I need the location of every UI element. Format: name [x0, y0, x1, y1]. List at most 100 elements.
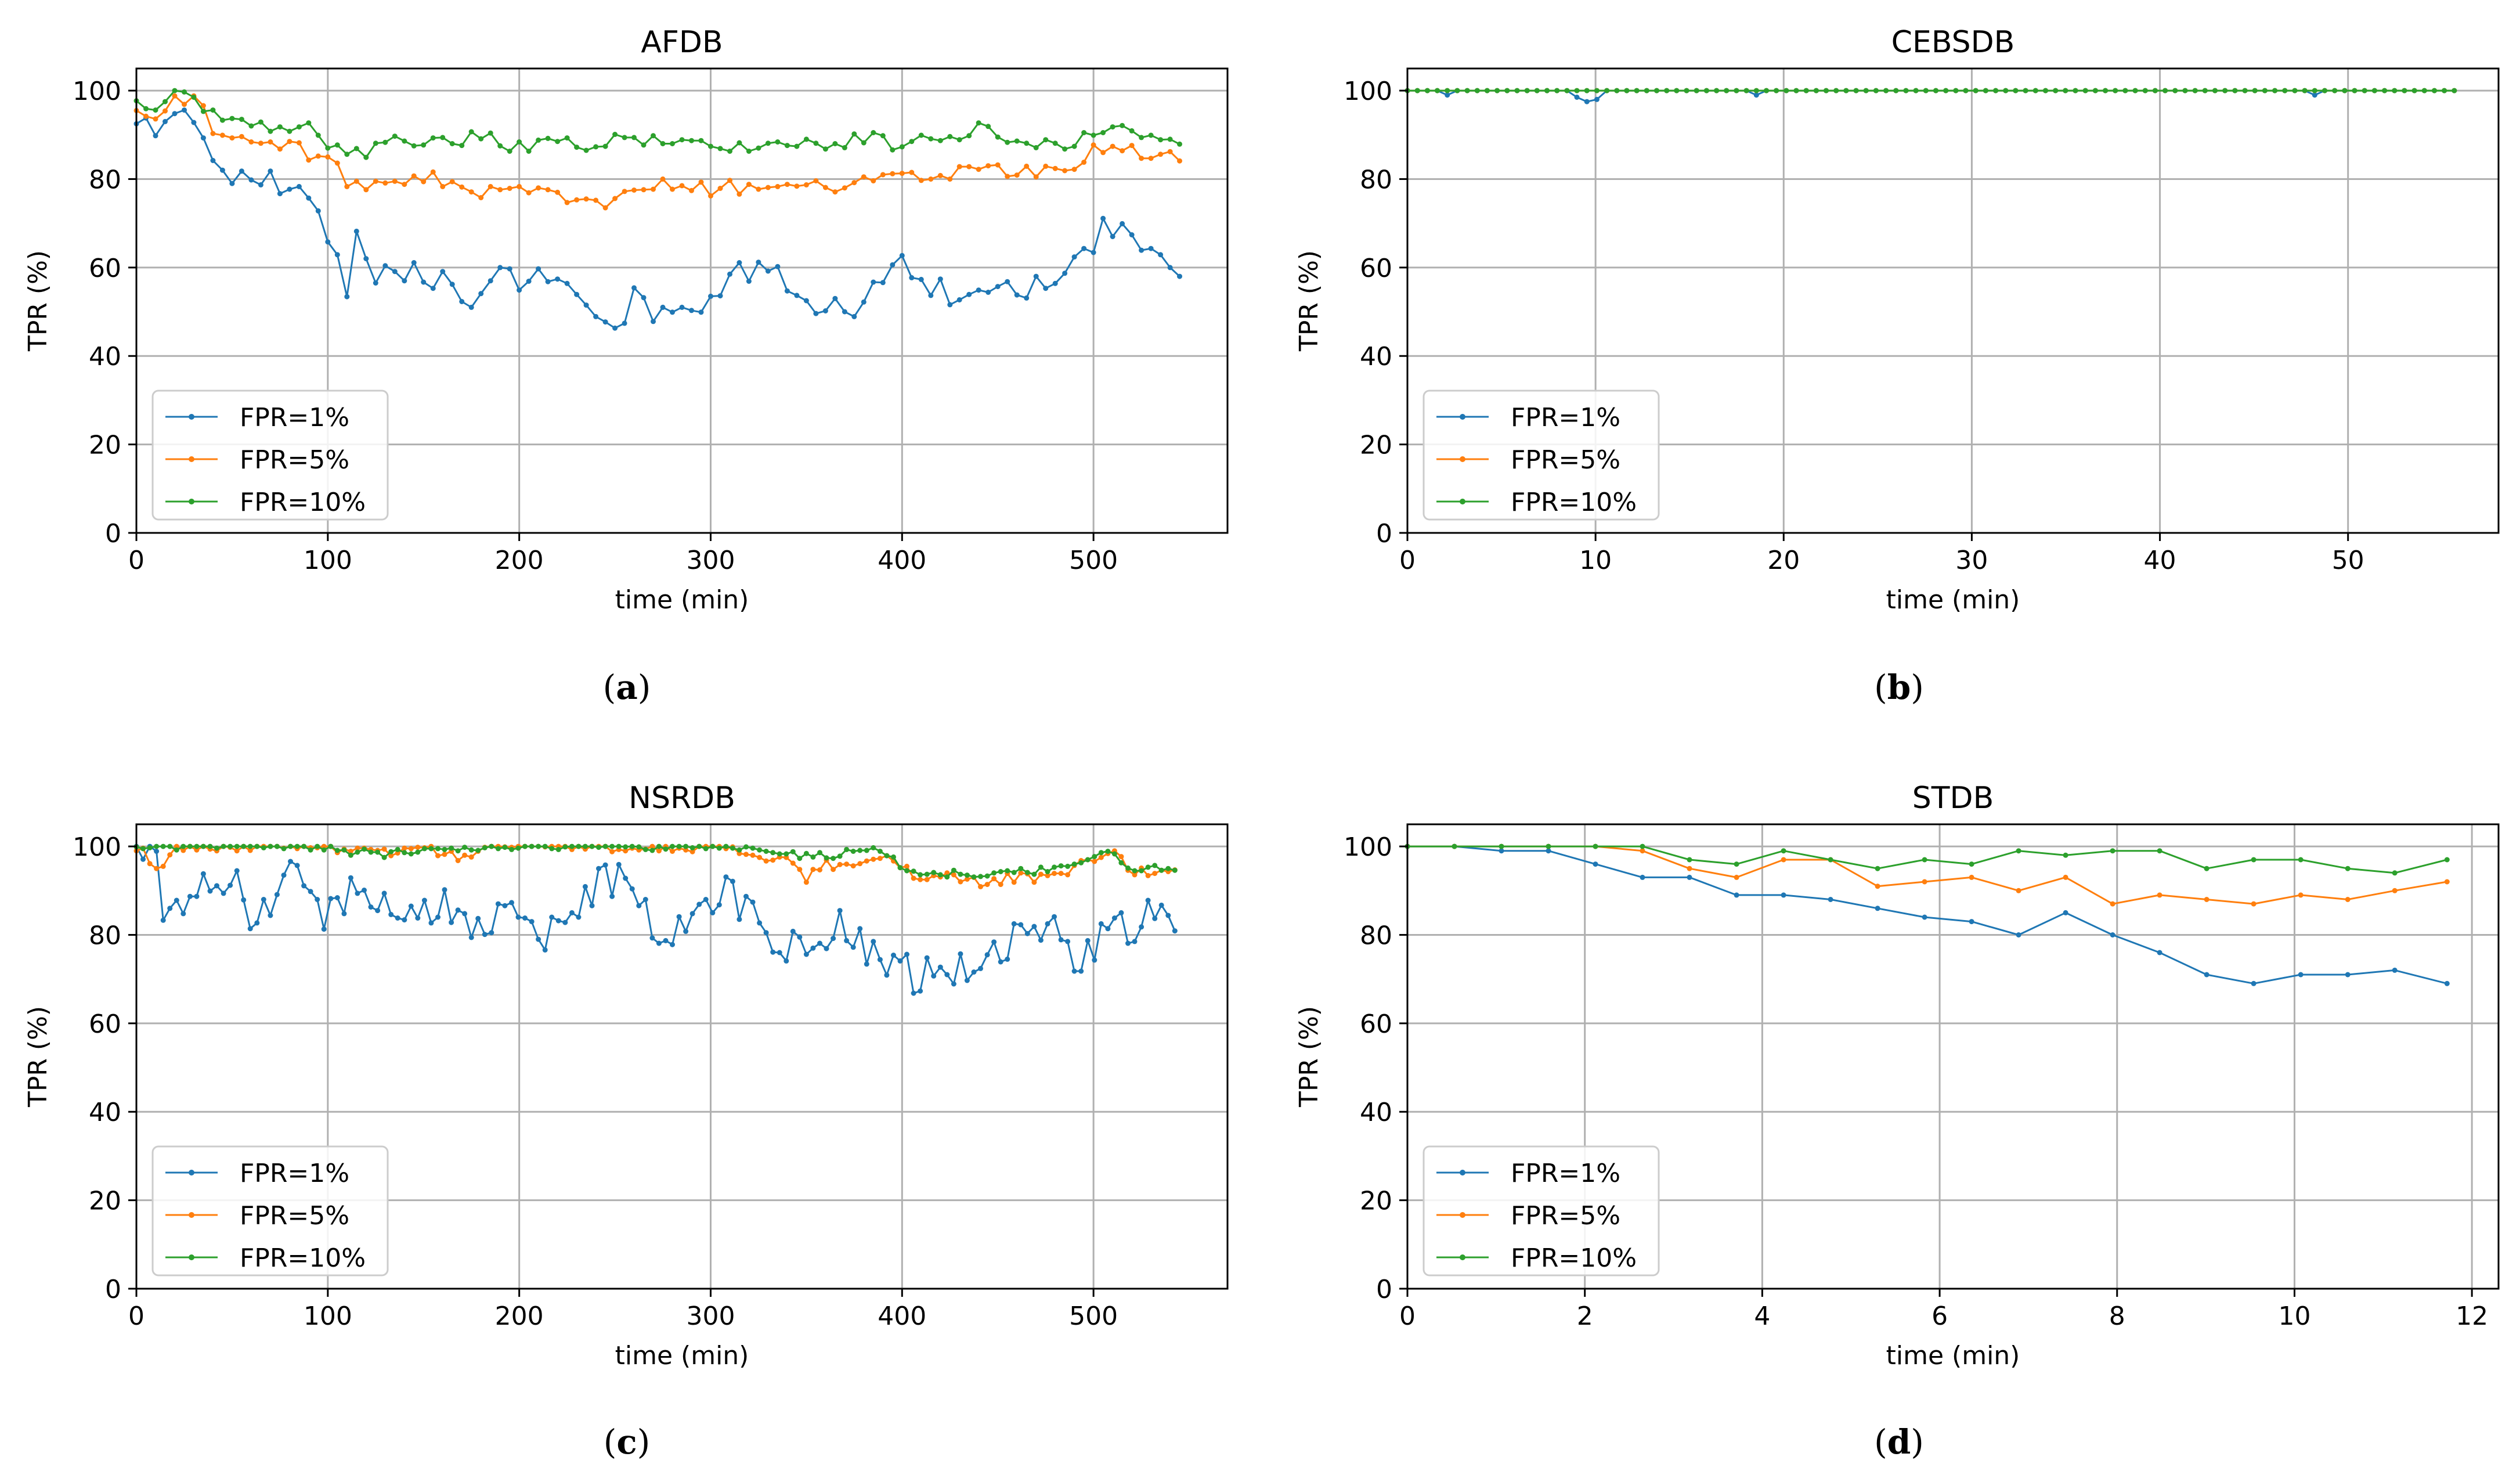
afdb-data-point — [822, 308, 828, 313]
nsrdb-data-point — [670, 849, 675, 854]
afdb-data-point — [1024, 163, 1030, 169]
nsrdb-data-point — [421, 846, 427, 852]
cebsdb-data-point — [1474, 88, 1480, 93]
afdb-data-point — [1071, 167, 1077, 172]
afdb-data-point — [182, 89, 187, 95]
nsrdb-data-point — [1098, 854, 1104, 860]
afdb-data-point — [1043, 286, 1049, 291]
afdb-data-point — [622, 135, 627, 140]
nsrdb-data-point — [730, 845, 735, 851]
nsrdb-data-point — [991, 939, 997, 945]
nsrdb-data-point — [1052, 871, 1057, 877]
subcaption-b: (b) — [1874, 668, 1924, 707]
cebsdb-legend-marker — [1460, 499, 1465, 504]
nsrdb-y-tick-label: 100 — [73, 832, 121, 862]
afdb-data-point — [239, 168, 244, 174]
afdb-data-point — [191, 95, 197, 100]
afdb-data-point — [382, 139, 388, 145]
afdb-data-point — [258, 119, 263, 125]
stdb-data-point — [2063, 874, 2068, 880]
nsrdb-data-point — [1111, 915, 1117, 921]
nsrdb-data-point — [884, 972, 890, 978]
afdb-data-point — [947, 176, 953, 182]
cebsdb-y-tick-label: 100 — [1344, 77, 1392, 106]
stdb-data-point — [1499, 843, 1504, 849]
nsrdb-data-point — [790, 860, 796, 866]
afdb-data-point — [880, 133, 886, 139]
nsrdb-data-point — [757, 847, 763, 853]
afdb-data-point — [1052, 280, 1058, 286]
nsrdb-data-point — [1158, 902, 1164, 908]
cebsdb-data-point — [1873, 88, 1879, 93]
afdb-data-point — [402, 138, 407, 144]
afdb-data-point — [1033, 145, 1039, 150]
stdb-data-point — [2345, 866, 2351, 871]
nsrdb-data-point — [757, 854, 763, 860]
afdb-data-point — [1081, 246, 1087, 251]
nsrdb-data-point — [978, 884, 983, 889]
stdb-data-point — [2157, 892, 2162, 898]
nsrdb-data-point — [623, 875, 629, 881]
afdb-data-point — [296, 124, 302, 130]
afdb-data-point — [717, 186, 723, 191]
nsrdb-data-point — [375, 849, 381, 855]
afdb-data-point — [909, 139, 915, 145]
nsrdb-data-point — [670, 942, 675, 947]
afdb-x-tick-label: 300 — [686, 546, 735, 575]
afdb-data-point — [296, 140, 302, 146]
nsrdb-data-point — [509, 846, 514, 852]
cebsdb-data-point — [1674, 88, 1680, 93]
afdb-data-point — [488, 278, 493, 284]
nsrdb-data-point — [214, 883, 219, 889]
nsrdb-data-point — [964, 872, 970, 878]
nsrdb-data-point — [428, 920, 434, 926]
afdb-data-point — [392, 178, 398, 184]
stdb-data-point — [2016, 888, 2021, 893]
nsrdb-data-point — [355, 849, 360, 855]
afdb-data-point — [1120, 221, 1125, 226]
nsrdb-data-point — [1038, 871, 1044, 877]
stdb-data-point — [1922, 857, 1927, 863]
nsrdb-data-point — [348, 849, 353, 854]
nsrdb-data-point — [308, 847, 313, 853]
nsrdb-data-point — [254, 843, 260, 849]
afdb-y-tick-label: 80 — [89, 165, 121, 194]
nsrdb-x-tick-label: 200 — [495, 1301, 544, 1331]
stdb-axes-frame — [1406, 823, 2500, 1290]
cebsdb-data-point — [1554, 88, 1560, 93]
nsrdb-legend — [151, 1145, 389, 1277]
cebsdb-data-point — [1833, 88, 1839, 93]
nsrdb-data-point — [944, 870, 950, 876]
cebsdb-data-point — [2292, 88, 2298, 93]
nsrdb-data-point — [529, 919, 535, 925]
nsrdb-data-point — [1132, 939, 1138, 944]
nsrdb-data-point — [824, 855, 829, 861]
afdb-data-point — [832, 295, 838, 301]
nsrdb-data-point — [160, 843, 166, 849]
afdb-data-point — [468, 304, 474, 310]
nsrdb-data-point — [408, 851, 414, 857]
afdb-data-point — [258, 140, 263, 146]
nsrdb-data-point — [147, 845, 153, 850]
afdb-data-point — [1024, 295, 1030, 301]
cebsdb-data-point — [2172, 88, 2178, 93]
nsrdb-data-point — [837, 853, 843, 859]
stdb-x-axis-label: time (min) — [1886, 1341, 2020, 1371]
cebsdb-data-point — [2411, 88, 2417, 93]
panel-afdb: 0 100 200 300 400 500 0 20 40 60 80 100 AFDB time (mi… — [23, 25, 1229, 615]
nsrdb-data-point — [381, 846, 387, 852]
cebsdb-data-point — [1414, 88, 1420, 93]
nsrdb-data-point — [850, 849, 856, 854]
afdb-data-point — [258, 182, 263, 187]
nsrdb-data-point — [529, 843, 535, 849]
afdb-data-point — [459, 299, 465, 304]
nsrdb-data-point — [696, 902, 702, 907]
nsrdb-data-point — [221, 890, 226, 896]
cebsdb-data-point — [1943, 88, 1949, 93]
nsrdb-data-point — [649, 843, 655, 849]
nsrdb-data-point — [294, 863, 300, 868]
afdb-data-point — [660, 304, 666, 310]
nsrdb-data-point — [1078, 860, 1084, 866]
afdb-data-point — [1052, 140, 1058, 146]
